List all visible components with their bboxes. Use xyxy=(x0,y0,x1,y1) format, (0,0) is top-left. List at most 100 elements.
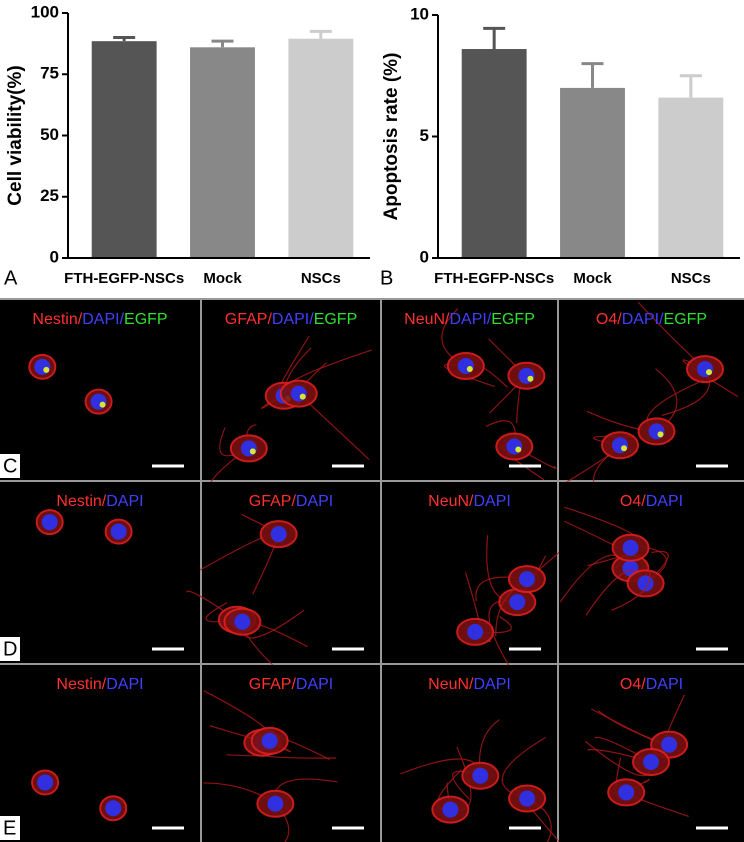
nucleus xyxy=(661,736,678,753)
bar xyxy=(288,38,354,258)
stain-label-part: GFAP xyxy=(249,676,292,693)
stain-label: NeuN/DAPI/EGFP xyxy=(404,311,535,328)
y-tick-label: 50 xyxy=(40,125,59,144)
error-bar xyxy=(679,74,702,98)
egfp-signal xyxy=(466,365,473,372)
error-bar xyxy=(581,62,604,88)
bar xyxy=(461,49,527,258)
panel-label-bg xyxy=(0,816,20,840)
stain-label: Nestin/DAPI/EGFP xyxy=(32,311,167,328)
nucleus xyxy=(90,393,107,410)
stain-label-part: / xyxy=(102,493,107,510)
y-tick-label: 25 xyxy=(40,186,59,205)
stain-label: NeuN/DAPI xyxy=(428,493,511,510)
stain-label-part: / xyxy=(641,676,646,693)
y-tick-label: 100 xyxy=(31,2,59,21)
nucleus xyxy=(518,367,535,384)
nucleus xyxy=(509,594,526,611)
stain-label-part: O4 xyxy=(596,311,617,328)
stain-label-part: DAPI xyxy=(106,676,143,693)
bar xyxy=(658,97,724,259)
nucleus xyxy=(696,361,713,378)
egfp-signal xyxy=(43,366,50,373)
nucleus xyxy=(612,437,629,454)
error-bar xyxy=(211,39,234,48)
stain-label-part: / xyxy=(469,676,474,693)
bar xyxy=(91,41,157,258)
nucleus xyxy=(261,732,278,749)
stain-label-part: / xyxy=(617,311,622,328)
nucleus xyxy=(110,523,127,540)
stain-label-part: GFAP xyxy=(225,311,268,328)
stain-label: Nestin/DAPI xyxy=(56,676,143,693)
egfp-signal xyxy=(515,446,522,453)
error-bar xyxy=(113,36,136,42)
error-bar xyxy=(309,29,332,39)
stain-label-part: DAPI xyxy=(622,311,659,328)
y-tick-label: 0 xyxy=(50,247,59,266)
nucleus xyxy=(234,613,251,630)
stain-label-part: DAPI xyxy=(272,311,309,328)
stain-label-part: DAPI xyxy=(450,311,487,328)
nucleus xyxy=(267,795,284,812)
stain-label-part: / xyxy=(659,311,664,328)
stain-label-part: / xyxy=(309,311,314,328)
stain-label-part: / xyxy=(291,676,296,693)
stain-label-part: DAPI xyxy=(296,676,333,693)
panel-label: A xyxy=(4,267,18,289)
stain-label-part: O4 xyxy=(620,676,641,693)
stain-label-part: NeuN xyxy=(428,676,469,693)
x-tick-label: NSCs xyxy=(301,270,341,287)
nucleus xyxy=(240,440,257,457)
stain-label: GFAP/DAPI/EGFP xyxy=(225,311,358,328)
nucleus xyxy=(519,790,536,807)
x-tick-label: Mock xyxy=(203,270,242,287)
x-tick-label: FTH-EGFP-NSCs xyxy=(434,270,554,287)
stain-label: GFAP/DAPI xyxy=(249,493,333,510)
stain-label-part: NeuN xyxy=(404,311,445,328)
stain-label-part: DAPI xyxy=(474,676,511,693)
x-tick-label: Mock xyxy=(573,270,612,287)
egfp-signal xyxy=(657,431,664,438)
stain-label-part: / xyxy=(102,676,107,693)
stain-label-part: DAPI xyxy=(474,493,511,510)
egfp-signal xyxy=(249,448,256,455)
nucleus xyxy=(270,526,287,543)
stain-label-part: GFAP xyxy=(249,493,292,510)
stain-label-part: Nestin xyxy=(56,493,101,510)
nucleus xyxy=(618,784,635,801)
panel-label: D xyxy=(3,638,17,660)
egfp-signal xyxy=(299,393,306,400)
stain-label-part: / xyxy=(469,493,474,510)
stain-label-part: DAPI xyxy=(106,493,143,510)
egfp-signal xyxy=(621,445,628,452)
stain-label-part: EGFP xyxy=(124,311,168,328)
micrograph xyxy=(559,300,744,480)
bar xyxy=(190,47,255,258)
stain-label-part: Nestin xyxy=(56,676,101,693)
nucleus xyxy=(34,358,51,375)
y-axis-label: Cell viability(%) xyxy=(5,65,26,205)
stain-label: GFAP/DAPI xyxy=(249,676,333,693)
nucleus xyxy=(290,385,307,402)
stain-label-part: / xyxy=(641,493,646,510)
y-tick-label: 10 xyxy=(410,4,429,23)
stain-label: Nestin/DAPI xyxy=(56,493,143,510)
stain-label-part: / xyxy=(78,311,83,328)
stain-label-part: DAPI xyxy=(296,493,333,510)
egfp-signal xyxy=(527,375,534,382)
stain-label: NeuN/DAPI xyxy=(428,676,511,693)
stain-label-part: / xyxy=(291,493,296,510)
nucleus xyxy=(506,438,523,455)
nucleus xyxy=(472,767,489,784)
stain-label: O4/DAPI xyxy=(620,493,683,510)
nucleus xyxy=(442,801,459,818)
stain-label-part: EGFP xyxy=(314,311,358,328)
stain-label-part: EGFP xyxy=(664,311,708,328)
stain-label-part: DAPI xyxy=(646,493,683,510)
panel-label: C xyxy=(3,455,17,477)
panel-label: E xyxy=(3,817,16,839)
y-tick-label: 0 xyxy=(420,247,429,266)
nucleus xyxy=(648,423,665,440)
